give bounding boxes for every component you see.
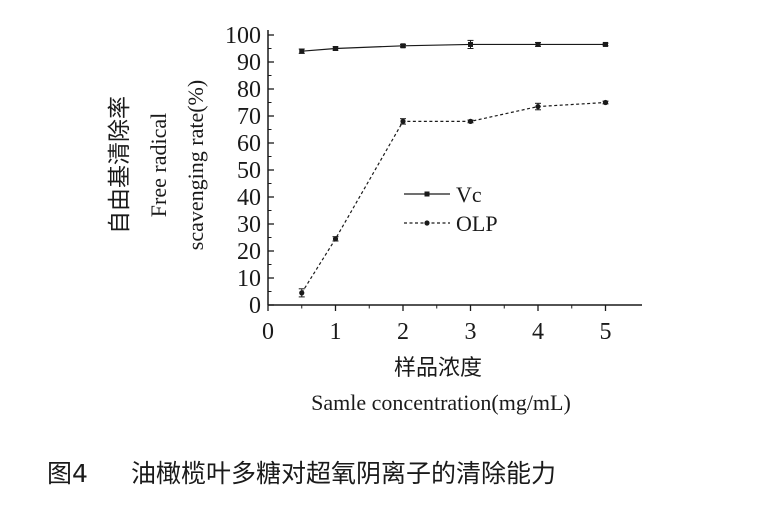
series-olp <box>298 99 609 298</box>
y-tick-label: 10 <box>237 266 261 292</box>
x-axis-label-cn: 样品浓度 <box>394 356 482 381</box>
y-tick-label: 60 <box>237 131 261 157</box>
x-tick-label: 5 <box>600 319 612 345</box>
series-layer <box>298 39 609 298</box>
data-point-olp <box>602 99 609 106</box>
legend-label-olp: OLP <box>456 211 498 236</box>
data-point-vc <box>603 41 608 47</box>
y-axis-label-en-1: Free radical <box>146 113 171 217</box>
caption-text: 油橄榄叶多糖对超氧阴离子的清除能力 <box>131 459 556 488</box>
data-point-vc <box>299 48 305 54</box>
y-tick-label: 40 <box>237 185 261 211</box>
y-tick-label: 70 <box>237 104 261 130</box>
caption-figure-label: 图4 <box>47 459 88 488</box>
data-point-olp <box>400 118 406 124</box>
legend-marker-olp <box>424 220 430 226</box>
y-tick-label: 0 <box>249 293 261 319</box>
y-tick-label: 50 <box>237 158 261 184</box>
x-tick-label: 2 <box>397 319 409 345</box>
data-point-olp <box>332 236 339 242</box>
y-tick-label: 30 <box>237 212 261 238</box>
data-point-olp <box>535 103 541 110</box>
series-line-vc <box>301 43 606 52</box>
y-tick-label: 80 <box>237 77 261 103</box>
series-line-olp <box>301 101 606 294</box>
x-tick-label: 3 <box>465 319 477 345</box>
y-tick-label: 100 <box>225 23 261 49</box>
series-vc <box>298 39 609 54</box>
y-tick-label: 20 <box>237 239 261 265</box>
y-axis-label-cn: 自由基清除率 <box>107 96 133 234</box>
data-point-olp <box>299 290 305 296</box>
data-point-vc <box>400 43 406 49</box>
plot-axes <box>267 30 642 306</box>
legend: Vc OLP <box>404 182 498 236</box>
data-point-vc <box>535 41 541 47</box>
legend-label-vc: Vc <box>456 182 482 207</box>
x-ticks: 0 1 2 3 4 5 <box>262 305 612 345</box>
y-tick-label: 90 <box>237 50 261 76</box>
data-point-olp <box>467 118 474 124</box>
legend-marker-vc <box>424 191 430 197</box>
y-axis-label-en-2: scavenging rate(%) <box>183 80 208 250</box>
x-tick-label: 1 <box>330 319 342 345</box>
data-point-vc <box>333 46 338 51</box>
x-axis-label-en: Samle concentration(mg/mL) <box>311 390 571 415</box>
data-point-vc <box>468 41 473 47</box>
x-tick-label: 0 <box>262 319 274 345</box>
x-tick-label: 4 <box>532 319 544 345</box>
